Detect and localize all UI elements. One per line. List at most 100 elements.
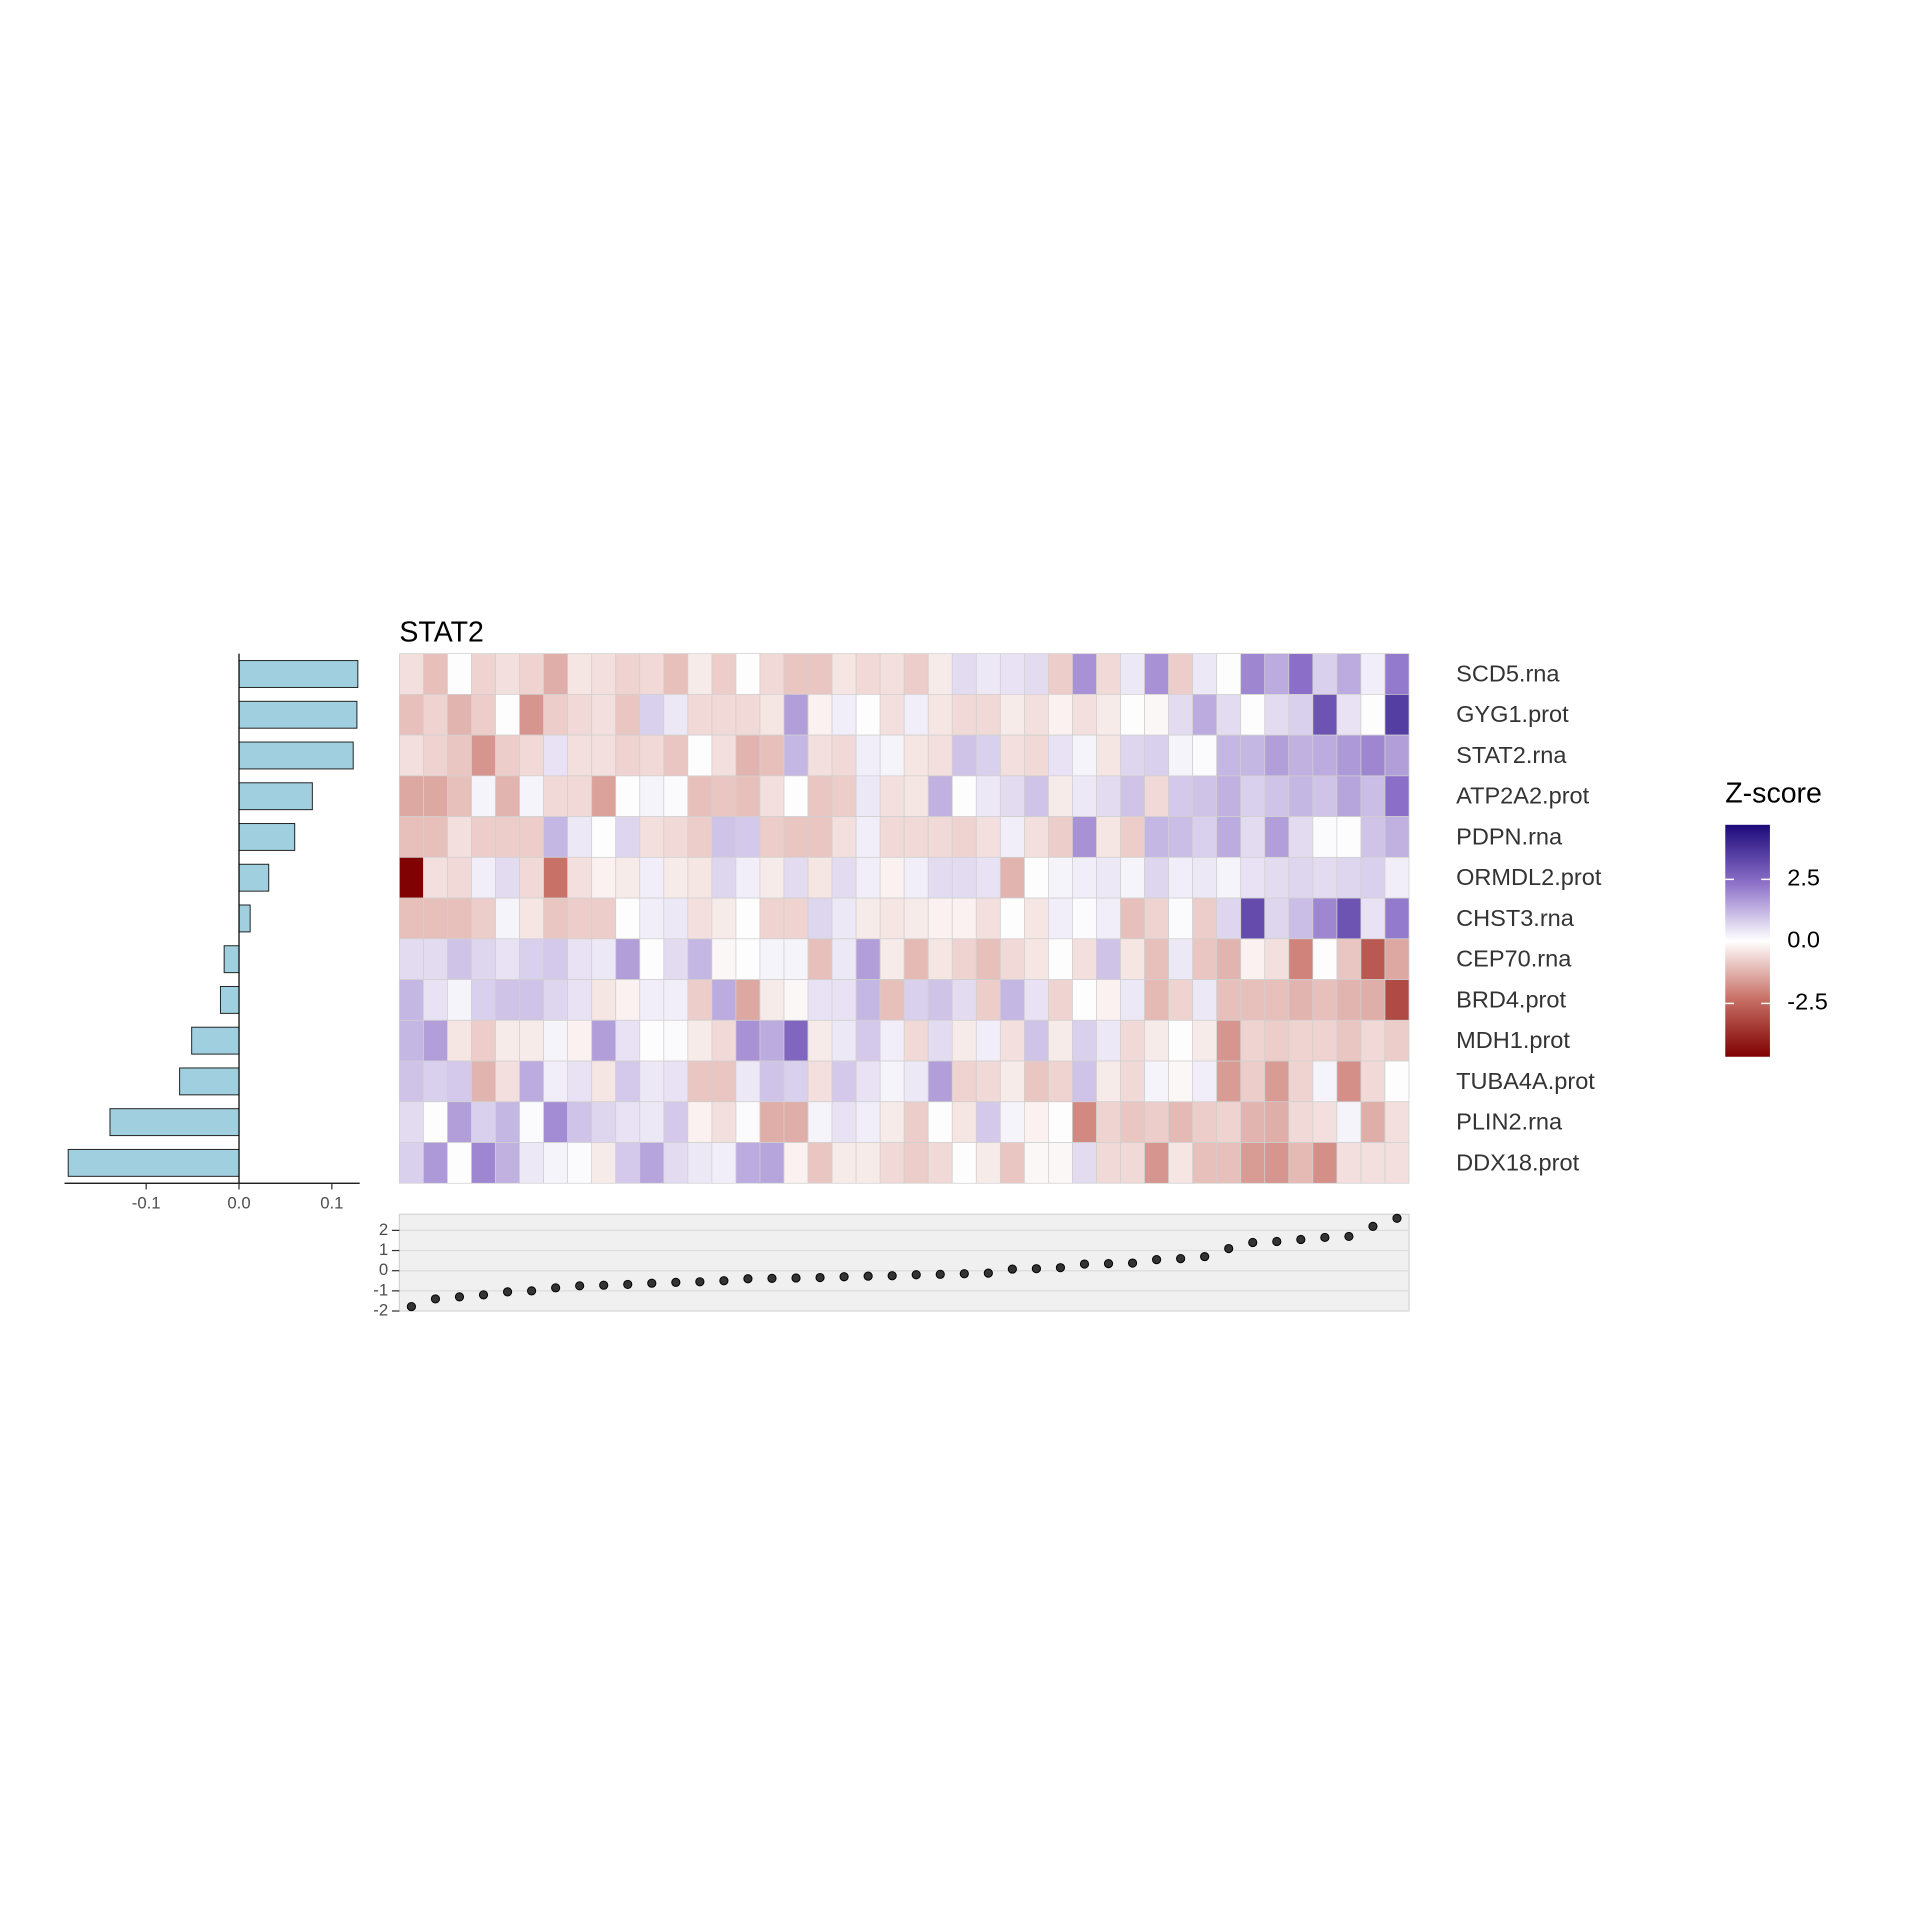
heatmap-cell — [1024, 1101, 1049, 1143]
heatmap-cell — [687, 734, 713, 777]
heatmap-cell — [1072, 979, 1097, 1021]
dot — [1152, 1255, 1162, 1265]
heatmap-cell — [567, 897, 593, 940]
heatmap-cell — [975, 856, 1001, 899]
heatmap-cell — [1312, 938, 1338, 980]
heatmap-cell — [447, 1142, 472, 1184]
heatmap-cell — [951, 1060, 977, 1103]
heatmap-cell — [759, 979, 785, 1021]
heatmap-cell — [1168, 979, 1194, 1021]
heatmap-cell — [1264, 734, 1290, 777]
x-tick-label: 0.1 — [320, 1194, 343, 1213]
heatmap-cell — [735, 734, 761, 777]
heatmap-cell — [591, 1019, 617, 1062]
heatmap-cell — [1312, 653, 1338, 695]
heatmap-cell — [711, 734, 737, 777]
row-label: TUBA4A.prot — [1456, 1068, 1595, 1094]
heatmap-cell — [495, 1019, 520, 1062]
heatmap-cell — [951, 979, 977, 1021]
heatmap-cell — [495, 979, 520, 1021]
heatmap-cell — [759, 1142, 785, 1184]
heatmap-cell — [591, 938, 617, 980]
heatmap-cell — [495, 734, 520, 777]
heatmap-cell — [447, 897, 472, 940]
heatmap-cell — [951, 856, 977, 899]
dot — [1320, 1232, 1330, 1243]
heatmap-cell — [1264, 775, 1290, 817]
heatmap-cell — [447, 938, 472, 980]
heatmap-cell — [999, 734, 1025, 777]
heatmap-cell — [879, 775, 905, 817]
heatmap-cell — [879, 897, 905, 940]
heatmap-cell — [831, 816, 857, 858]
y-tick-label: 0 — [379, 1260, 388, 1279]
heatmap-cell — [711, 897, 737, 940]
heatmap-cell — [1336, 979, 1362, 1021]
heatmap-cell — [855, 1101, 881, 1143]
bar — [219, 985, 240, 1014]
heatmap-cell — [1384, 775, 1410, 817]
heatmap-cell — [1384, 1101, 1410, 1143]
heatmap-cell — [663, 1142, 689, 1184]
heatmap-cell — [1168, 938, 1194, 980]
heatmap-cell — [471, 694, 496, 736]
heatmap-cell — [495, 1101, 520, 1143]
heatmap-cell — [831, 653, 857, 695]
heatmap-cell — [1240, 653, 1266, 695]
heatmap-cell — [1288, 979, 1314, 1021]
heatmap-cell — [1216, 856, 1242, 899]
heatmap-cell — [1192, 653, 1218, 695]
heatmap-cell — [735, 775, 761, 817]
heatmap-cell — [783, 694, 809, 736]
heatmap-cell — [831, 1019, 857, 1062]
heatmap-cell — [1168, 775, 1194, 817]
heatmap-cell — [1168, 816, 1194, 858]
heatmap-cell — [1384, 734, 1410, 777]
heatmap-cell — [735, 694, 761, 736]
dot — [454, 1292, 465, 1302]
dot — [959, 1269, 969, 1279]
heatmap-cell — [999, 653, 1025, 695]
heatmap-cell — [807, 1019, 833, 1062]
heatmap-cell — [615, 1060, 641, 1103]
heatmap-cell — [399, 1060, 424, 1103]
heatmap-cell — [735, 897, 761, 940]
heatmap-cell — [1384, 1142, 1410, 1184]
heatmap-cell — [1240, 775, 1266, 817]
heatmap-cell — [567, 653, 593, 695]
heatmap-cell — [1192, 1142, 1218, 1184]
heatmap-cell — [519, 775, 544, 817]
heatmap-cell — [903, 1060, 929, 1103]
chart-title: STAT2 — [399, 616, 484, 648]
heatmap-cell — [1264, 1101, 1290, 1143]
heatmap-cell — [543, 1142, 569, 1184]
heatmap-cell — [1360, 979, 1386, 1021]
heatmap-cell — [879, 653, 905, 695]
heatmap-cell — [903, 856, 929, 899]
dot — [791, 1273, 801, 1283]
heatmap-cell — [999, 897, 1025, 940]
heatmap-cell — [615, 816, 641, 858]
heatmap-cell — [1120, 979, 1145, 1021]
row-label: MDH1.prot — [1456, 1027, 1570, 1053]
heatmap-cell — [1240, 938, 1266, 980]
heatmap-cell — [1384, 1060, 1410, 1103]
heatmap-cell — [1096, 1019, 1121, 1062]
heatmap-cell — [687, 938, 713, 980]
heatmap-cell — [807, 734, 833, 777]
heatmap-cell — [615, 1019, 641, 1062]
heatmap-cell — [1240, 1060, 1266, 1103]
heatmap-cell — [855, 897, 881, 940]
heatmap-cell — [1360, 775, 1386, 817]
heatmap-cell — [831, 1142, 857, 1184]
heatmap-cell — [1120, 1060, 1145, 1103]
heatmap-cell — [1192, 938, 1218, 980]
heatmap-cell — [1216, 775, 1242, 817]
legend-tick-label: 0.0 — [1787, 927, 1820, 953]
heatmap-cell — [567, 816, 593, 858]
heatmap-cell — [1384, 979, 1410, 1021]
heatmap-cell — [831, 1101, 857, 1143]
heatmap-cell — [1312, 897, 1338, 940]
dot — [575, 1281, 585, 1291]
dot — [599, 1280, 609, 1290]
